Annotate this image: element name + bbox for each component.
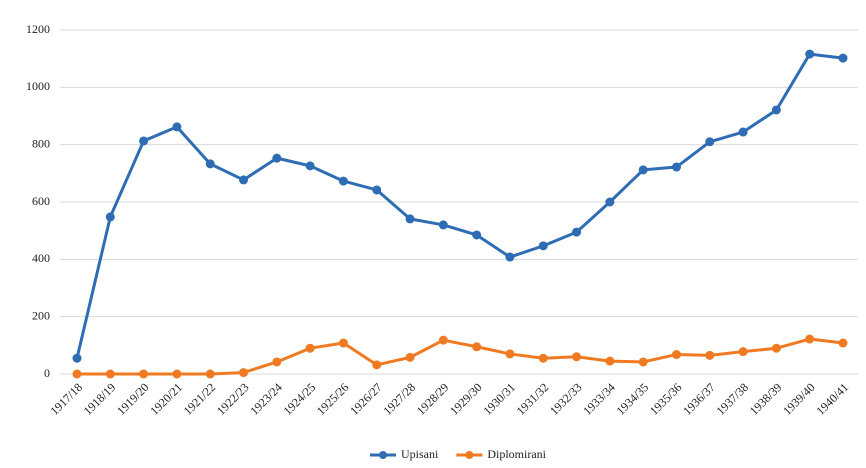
point (738, 127, 748, 137)
x-tick-label: 1923/24 (247, 380, 285, 418)
point (805, 49, 815, 59)
x-tick-label: 1939/40 (780, 380, 818, 418)
point (671, 350, 681, 360)
point (239, 175, 249, 185)
point (139, 369, 149, 379)
x-tick-label: 1935/36 (647, 380, 685, 418)
x-tick-label: 1938/39 (747, 380, 785, 418)
point (838, 338, 848, 348)
x-tick-label: 1930/31 (480, 380, 518, 418)
point (205, 159, 215, 169)
point (405, 352, 415, 362)
point (338, 176, 348, 186)
y-tick-label: 0 (44, 366, 50, 380)
x-tick-label: 1931/32 (514, 380, 552, 418)
point (272, 153, 282, 163)
point (638, 165, 648, 175)
point (438, 220, 448, 230)
point (538, 241, 548, 251)
point (605, 356, 615, 366)
x-tick-label: 1928/29 (414, 380, 452, 418)
x-tick-label: 1940/41 (813, 380, 851, 418)
y-tick-label: 200 (32, 308, 50, 322)
x-tick-label: 1925/26 (314, 380, 352, 418)
y-tick-label: 600 (32, 194, 50, 208)
x-tick-label: 1933/34 (580, 380, 618, 418)
x-tick-label: 1918/19 (81, 380, 119, 418)
series-line (75, 52, 844, 359)
point (105, 369, 115, 379)
point (605, 197, 615, 207)
legend-marker (465, 451, 474, 459)
point (372, 185, 382, 195)
point (572, 227, 582, 237)
point (338, 338, 348, 348)
point (472, 342, 482, 352)
point (105, 212, 115, 222)
point (738, 347, 748, 357)
point (838, 53, 848, 63)
x-tick-label: 1920/21 (147, 380, 185, 418)
x-tick-label: 1922/23 (214, 380, 252, 418)
legend-label: Upisani (401, 447, 439, 461)
x-tick-label: 1917/18 (47, 380, 85, 418)
x-tick-label: 1936/37 (680, 380, 718, 418)
x-tick-label: 1919/20 (114, 380, 152, 418)
point (572, 352, 582, 362)
x-tick-label: 1921/22 (181, 380, 219, 418)
point (472, 230, 482, 240)
x-tick-label: 1926/27 (347, 380, 385, 418)
point (505, 252, 515, 262)
point (671, 162, 681, 172)
point (172, 369, 182, 379)
point (72, 353, 82, 363)
y-tick-label: 1200 (26, 22, 50, 36)
point (72, 369, 82, 379)
point (405, 214, 415, 224)
legend-label: Diplomirani (487, 447, 546, 461)
series-line (77, 337, 844, 376)
point (638, 357, 648, 367)
point (372, 360, 382, 370)
point (538, 353, 548, 363)
point (272, 357, 282, 367)
point (139, 136, 149, 146)
legend: Upisani Diplomirani (370, 447, 547, 461)
x-tick-label: 1927/28 (380, 380, 418, 418)
point (505, 349, 515, 359)
point (305, 161, 315, 171)
x-tick-label: 1924/25 (280, 380, 318, 418)
point (239, 368, 249, 378)
legend-marker (379, 451, 387, 459)
point (771, 343, 781, 353)
point (438, 335, 448, 345)
point (705, 350, 715, 360)
y-tick-label: 800 (32, 136, 50, 150)
point (305, 343, 315, 353)
x-tick-label: 1934/35 (614, 380, 652, 418)
x-tick-label: 1937/38 (713, 380, 751, 418)
point (172, 122, 182, 132)
point (705, 137, 715, 147)
y-tick-label: 1000 (26, 79, 50, 93)
point (805, 334, 815, 344)
point (771, 105, 781, 115)
x-tick-label: 1929/30 (447, 380, 485, 418)
x-tick-label: 1932/33 (547, 380, 585, 418)
point (205, 369, 215, 379)
y-tick-label: 400 (32, 251, 50, 265)
